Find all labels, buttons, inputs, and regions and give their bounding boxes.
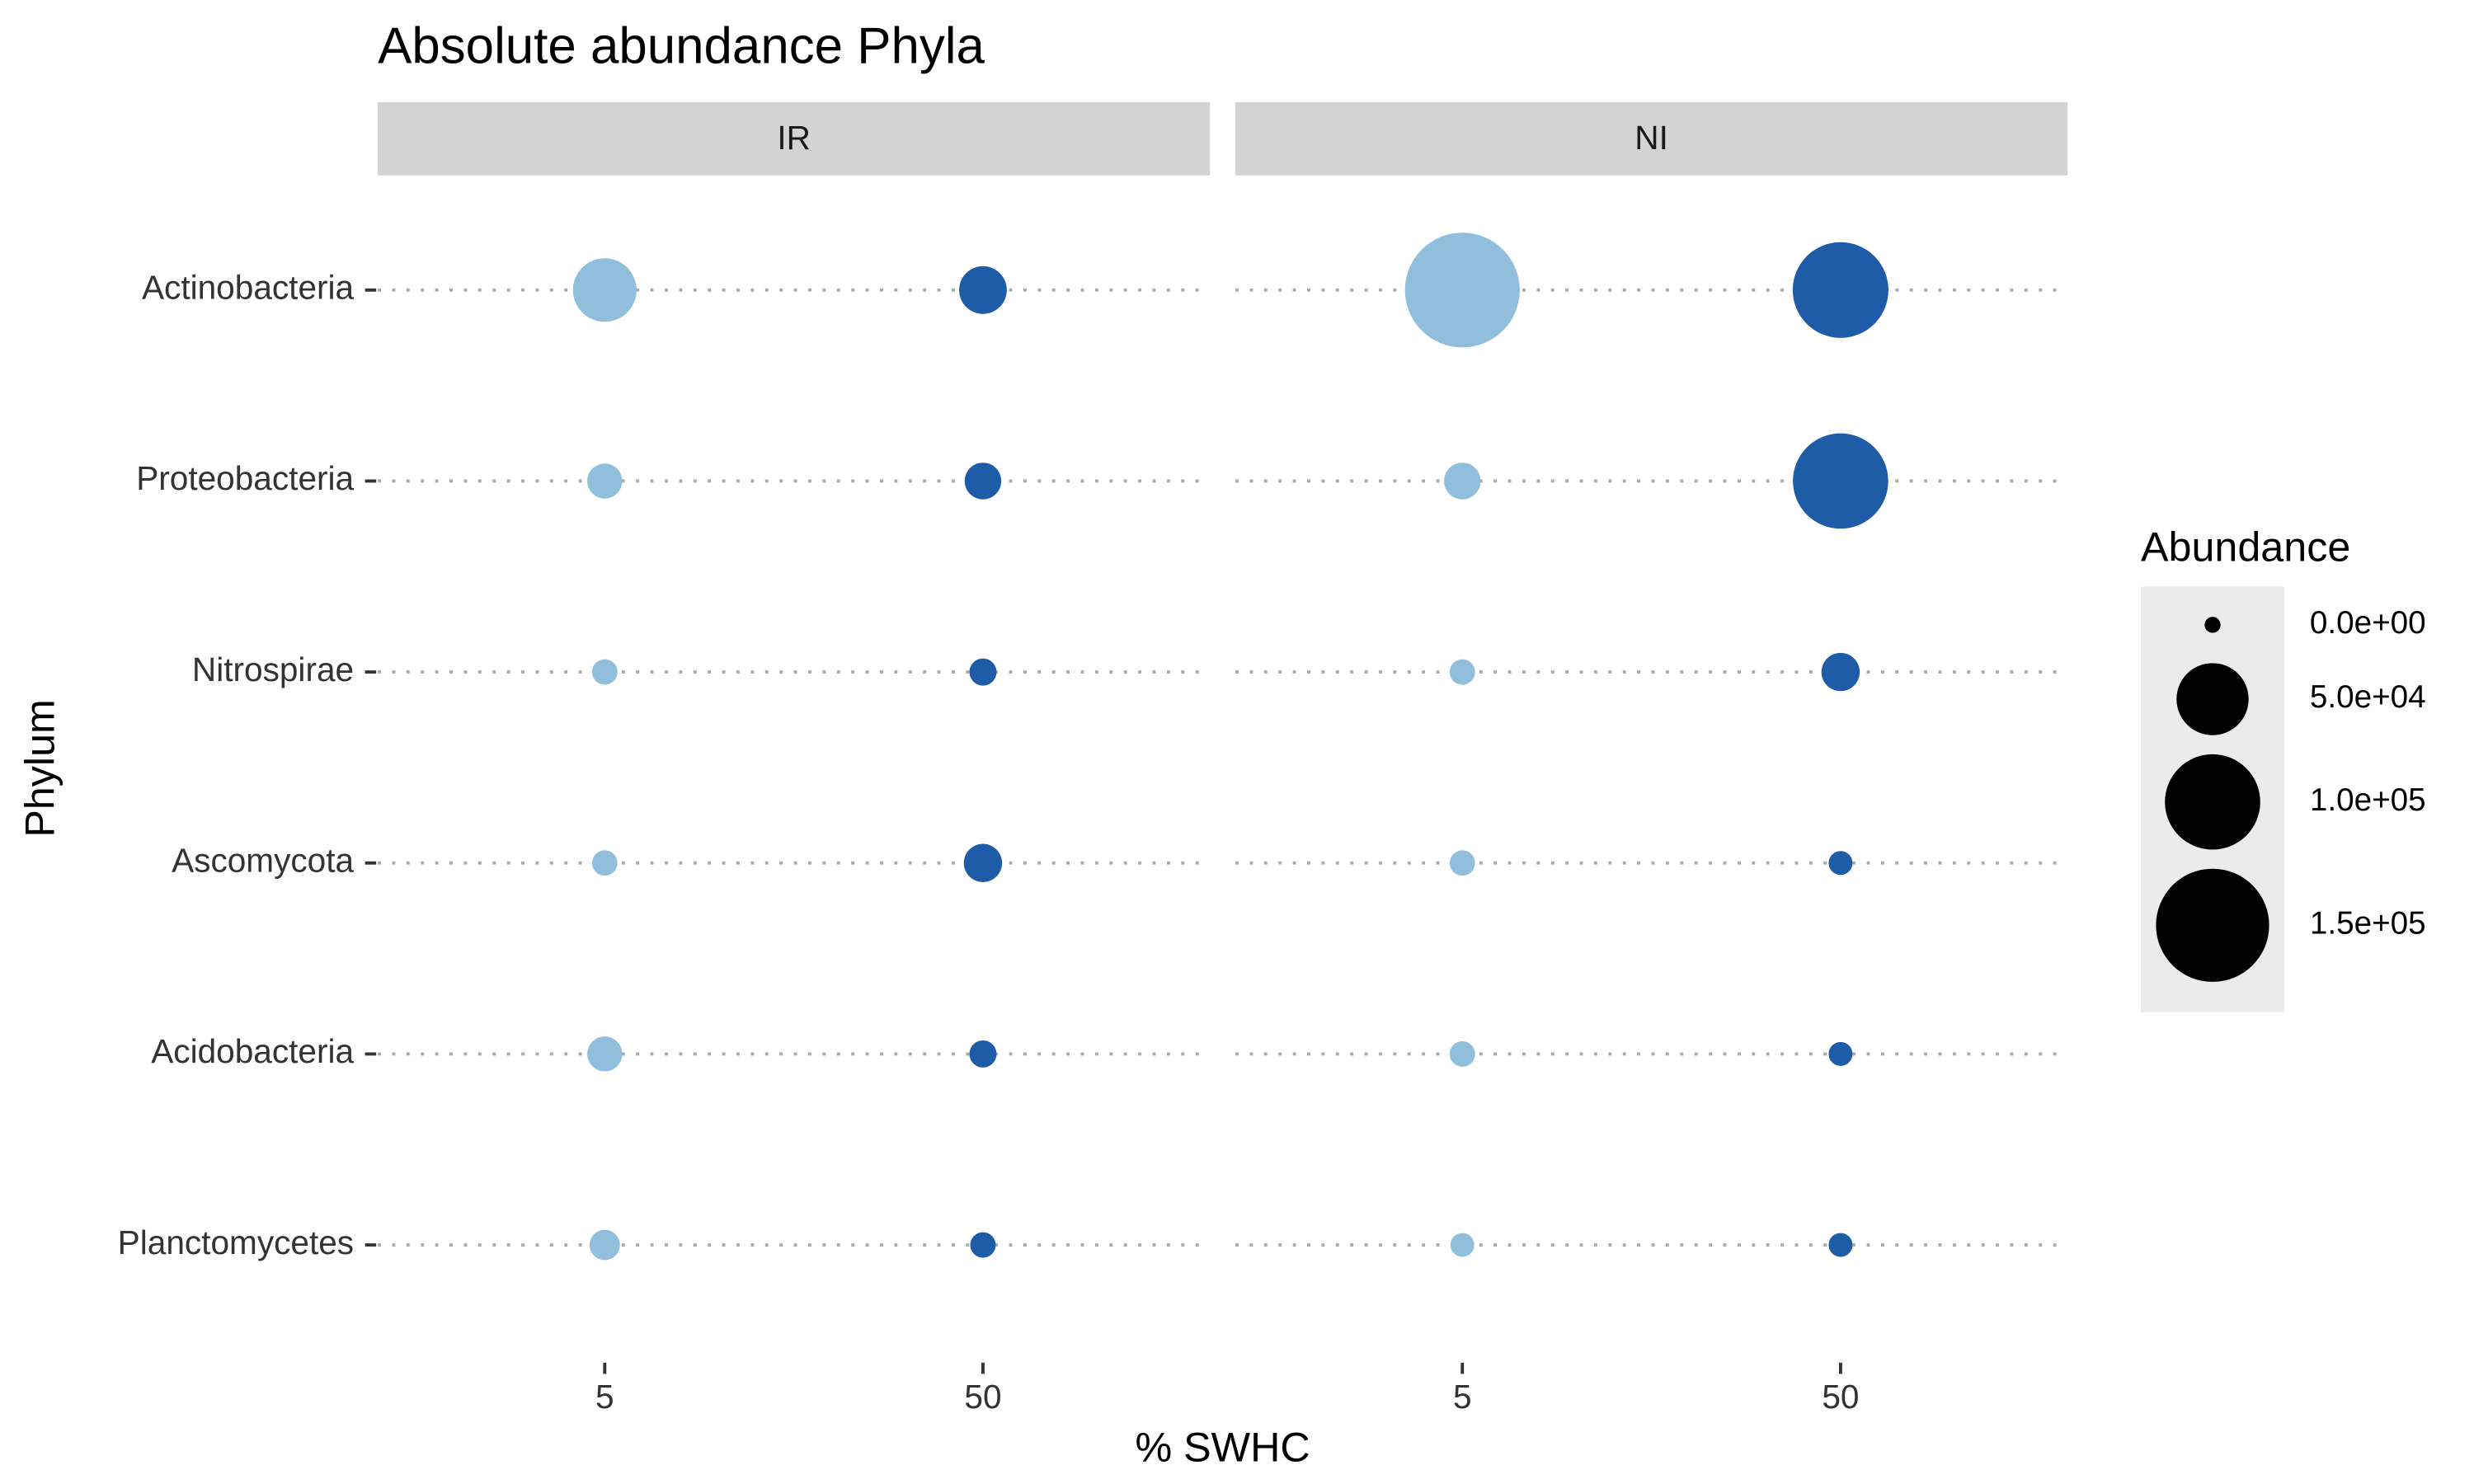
y-axis-label: Phylum xyxy=(16,699,63,838)
y-tick-label: Actinobacteria xyxy=(142,269,355,307)
bubble xyxy=(969,1040,997,1068)
bubble xyxy=(587,1036,623,1072)
bubble xyxy=(963,843,1003,882)
bubble xyxy=(964,463,1002,500)
legend-label: 0.0e+00 xyxy=(2310,605,2426,641)
bubble xyxy=(1444,463,1481,500)
x-axis-label: % SWHC xyxy=(1136,1424,1310,1470)
x-tick-label: 50 xyxy=(964,1378,1001,1416)
bubble xyxy=(589,1229,620,1261)
bubble xyxy=(1792,242,1888,338)
y-tick-label: Planctomycetes xyxy=(118,1223,354,1261)
legend-title: Abundance xyxy=(2141,524,2350,570)
bubble xyxy=(959,265,1007,314)
facet-label: NI xyxy=(1634,119,1668,157)
bubble xyxy=(587,463,623,499)
bubble xyxy=(969,658,997,686)
bubble xyxy=(1828,1233,1853,1257)
y-tick-label: Proteobacteria xyxy=(136,459,354,497)
bubble xyxy=(1828,851,1853,876)
bubble xyxy=(1449,1040,1475,1067)
legend-label: 1.0e+05 xyxy=(2310,782,2426,818)
bubble xyxy=(591,850,618,876)
legend-key xyxy=(2156,868,2269,982)
y-tick-label: Ascomycota xyxy=(172,841,354,879)
legend-key xyxy=(2204,617,2221,633)
bubble xyxy=(1793,433,1888,529)
bubble xyxy=(1821,652,1860,692)
bubble xyxy=(1449,850,1475,876)
bubble xyxy=(1450,1233,1475,1257)
legend-label: 1.5e+05 xyxy=(2310,906,2426,942)
bubble xyxy=(591,659,618,685)
legend-key xyxy=(2176,663,2249,735)
bubble xyxy=(970,1232,996,1258)
chart-title: Absolute abundance Phyla xyxy=(378,17,985,74)
legend-key xyxy=(2165,754,2260,850)
legend-label: 5.0e+04 xyxy=(2310,679,2426,715)
facet-label: IR xyxy=(777,119,811,157)
y-tick-label: Nitrospirae xyxy=(192,650,354,688)
bubble xyxy=(572,258,637,322)
bubble xyxy=(1449,659,1475,685)
facet-strip xyxy=(1235,101,2068,176)
y-tick-label: Acidobacteria xyxy=(151,1032,354,1070)
bubble xyxy=(1828,1041,1853,1066)
facet-strip xyxy=(378,101,1211,176)
x-tick-label: 50 xyxy=(1822,1378,1859,1416)
x-tick-label: 5 xyxy=(1453,1378,1472,1416)
bubble xyxy=(1404,232,1520,348)
x-tick-label: 5 xyxy=(595,1378,614,1416)
